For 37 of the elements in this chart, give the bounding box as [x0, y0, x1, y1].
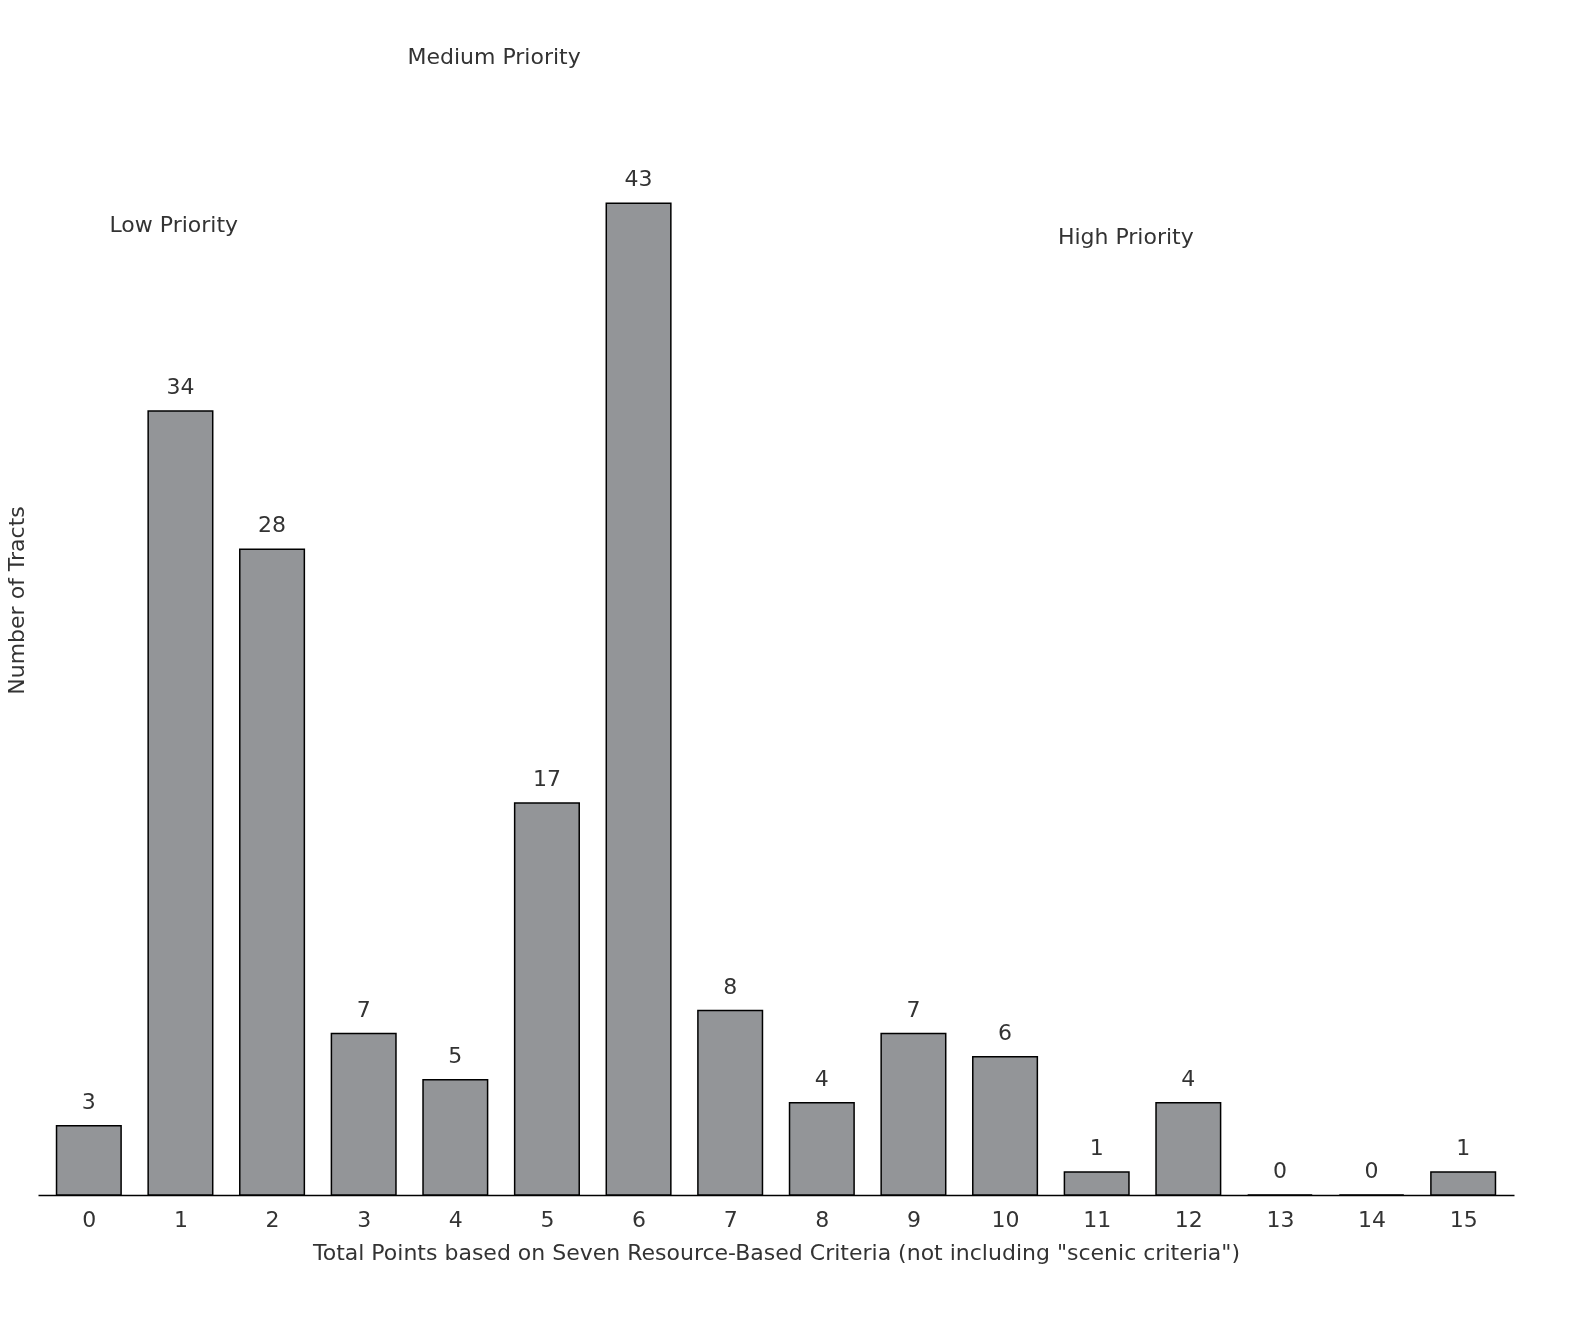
x-tick-label: 3	[357, 1206, 372, 1232]
data-label: 5	[448, 1042, 463, 1068]
data-label: 6	[998, 1019, 1013, 1045]
x-tick-label: 2	[265, 1206, 280, 1232]
data-label: 0	[1364, 1158, 1379, 1183]
x-tick-label: 9	[906, 1206, 921, 1232]
data-label: 7	[906, 996, 921, 1022]
x-tick-label: 13	[1266, 1206, 1295, 1232]
x-tick-label: 11	[1083, 1206, 1112, 1232]
data-label: 7	[356, 996, 371, 1022]
x-tick-label: 14	[1358, 1206, 1387, 1232]
data-label: 17	[532, 765, 561, 791]
x-tick-label: 10	[991, 1206, 1020, 1232]
data-label: 1	[1456, 1134, 1471, 1160]
data-label: 8	[723, 973, 738, 999]
text: Medium Priority	[407, 44, 581, 70]
x-tick-label: 12	[1174, 1206, 1203, 1232]
x-tick-label: 7	[723, 1206, 738, 1232]
annotation: High Priority	[1057, 224, 1194, 250]
data-label: 1	[1089, 1134, 1104, 1160]
x-tick-label: 6	[632, 1206, 647, 1232]
x-tick-label: 8	[815, 1206, 830, 1232]
x-tick-label: 15	[1449, 1206, 1478, 1232]
data-label: 43	[624, 166, 653, 192]
data-label: 3	[81, 1088, 96, 1114]
annotation: Low Priority	[109, 212, 239, 238]
y-axis-title: Number of Tracts	[3, 506, 29, 695]
data-label: 4	[814, 1065, 829, 1091]
data-label: 34	[166, 373, 195, 399]
data-label: 28	[258, 512, 287, 538]
x-axis-title: Total Points based on Seven Resource-Based Criteria (not including "scenic criteria")	[311, 1239, 1241, 1265]
x-tick-label: 0	[82, 1206, 97, 1232]
x-tick-label: 5	[540, 1206, 555, 1232]
x-tick-label: 4	[448, 1206, 463, 1232]
x-tick-label: 1	[173, 1206, 188, 1232]
data-label: 0	[1272, 1158, 1287, 1183]
data-label: 4	[1181, 1065, 1196, 1091]
